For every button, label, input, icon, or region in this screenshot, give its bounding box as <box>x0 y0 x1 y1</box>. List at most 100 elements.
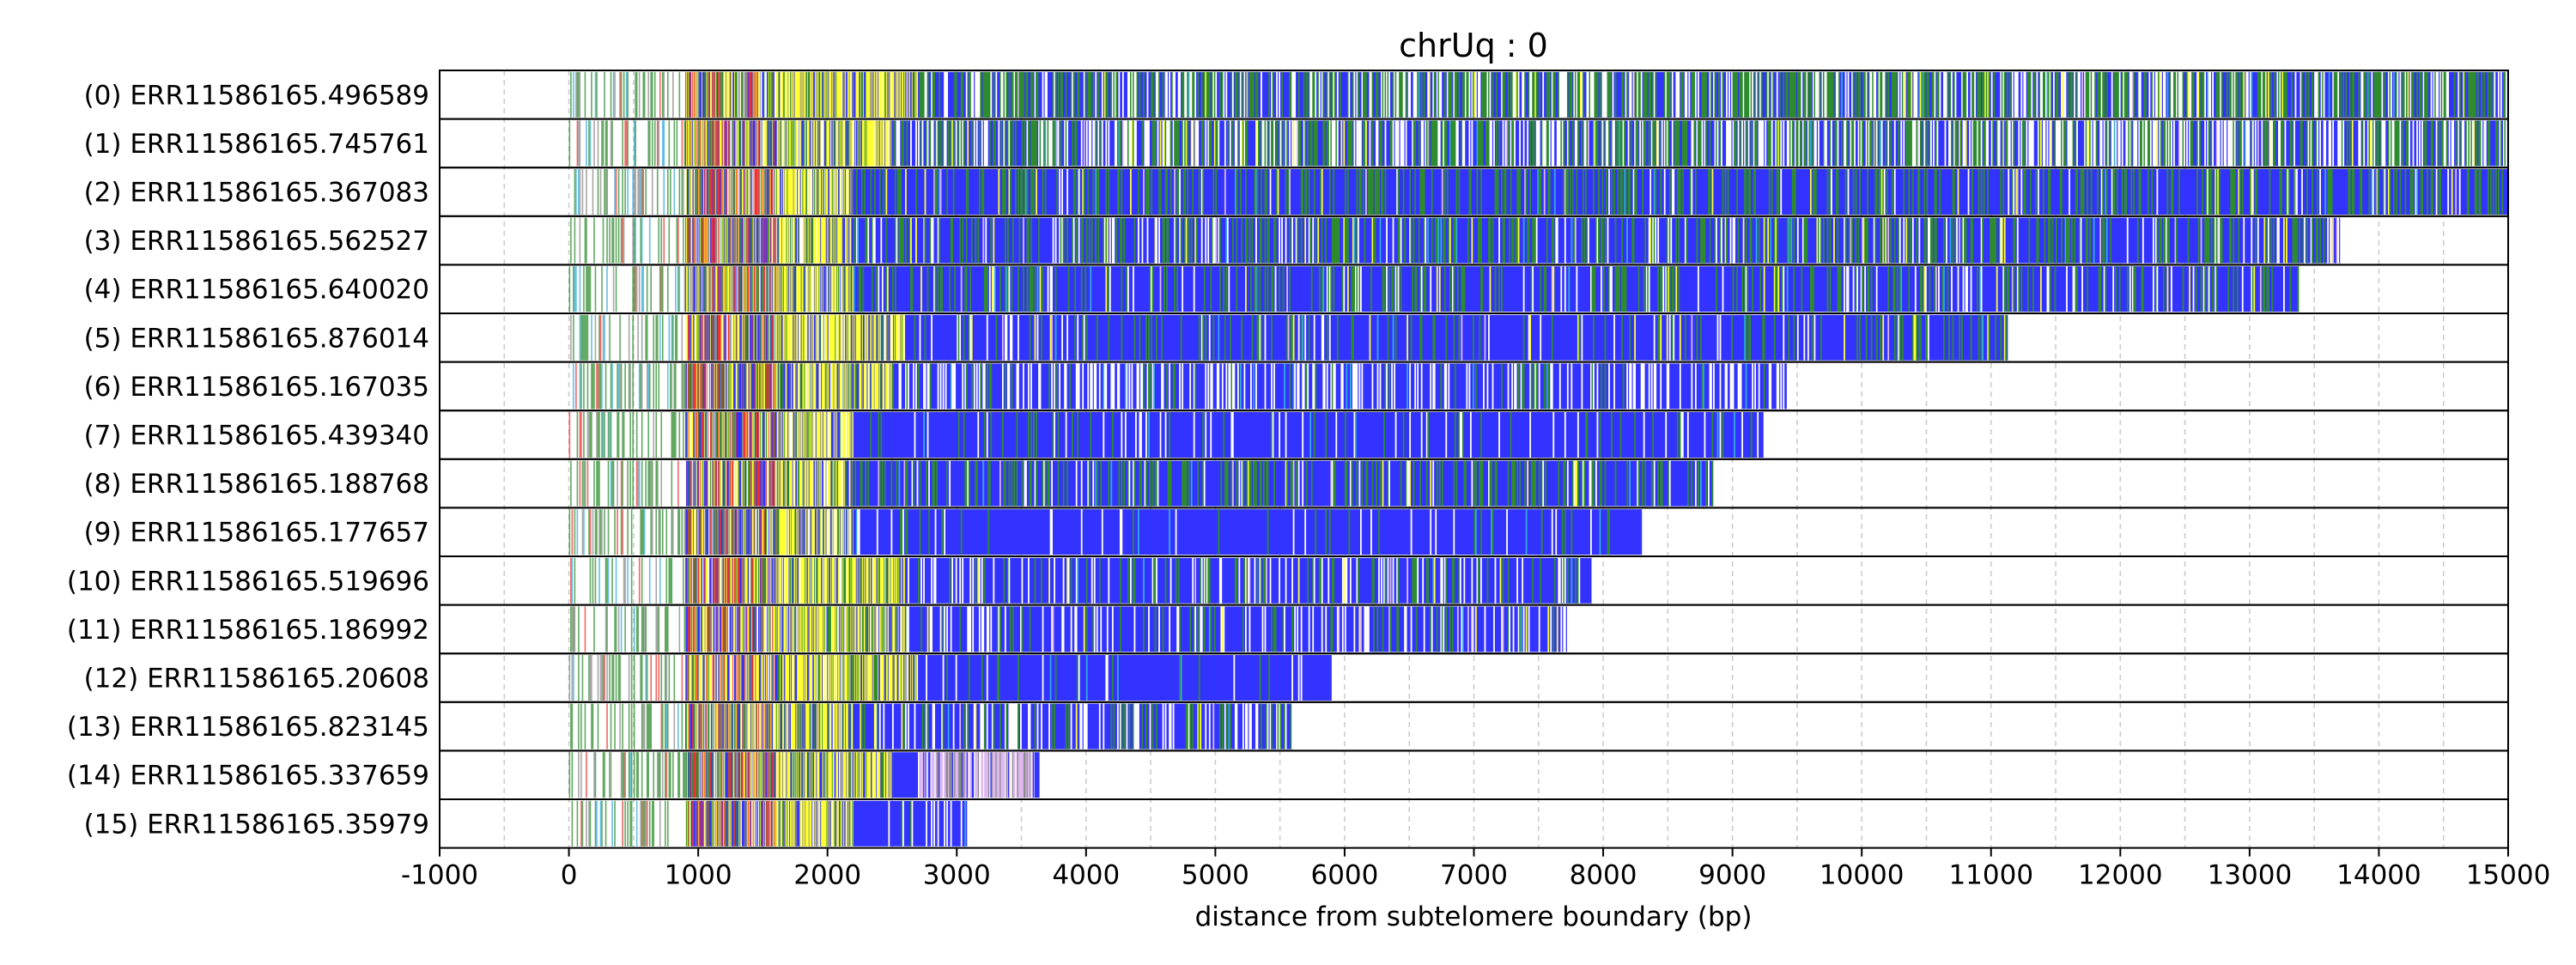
repeat-mark <box>1542 72 1544 118</box>
repeat-mark <box>1240 169 1242 215</box>
repeat-mark <box>583 266 585 312</box>
repeat-mark <box>2421 72 2422 118</box>
repeat-mark <box>1261 169 1262 215</box>
repeat-mark <box>2312 120 2313 166</box>
repeat-mark <box>604 169 605 215</box>
repeat-mark <box>1439 120 1441 166</box>
repeat-mark <box>2030 169 2032 215</box>
repeat-mark <box>2463 120 2464 166</box>
repeat-mark <box>1859 169 1861 215</box>
repeat-mark <box>1576 266 1577 312</box>
repeat-mark <box>1225 72 1227 118</box>
repeat-mark <box>2221 218 2223 264</box>
repeat-mark <box>1257 266 1259 312</box>
repeat-mark <box>2212 120 2214 166</box>
repeat-mark <box>658 363 659 409</box>
repeat-mark <box>1289 120 1291 166</box>
repeat-mark <box>1348 72 1350 118</box>
repeat-mark <box>616 266 617 312</box>
repeat-mark <box>1455 218 1457 264</box>
repeat-mark <box>627 120 629 166</box>
repeat-mark <box>605 120 607 166</box>
repeat-mark <box>987 120 988 166</box>
repeat-mark <box>682 363 683 409</box>
repeat-mark <box>1797 218 1799 264</box>
repeat-mark <box>1655 218 1656 264</box>
repeat-mark <box>1866 315 1868 361</box>
repeat-mark <box>652 169 653 215</box>
repeat-mark <box>2234 120 2236 166</box>
repeat-mark <box>2061 218 2063 264</box>
repeat-mark <box>1761 72 1763 118</box>
repeat-mark <box>1805 120 1807 166</box>
repeat-mark <box>922 120 924 166</box>
repeat-mark <box>1746 218 1747 264</box>
repeat-mark <box>1113 218 1115 264</box>
repeat-mark <box>1920 315 1922 361</box>
repeat-mark <box>2447 72 2449 118</box>
repeat-mark <box>2393 169 2395 215</box>
repeat-mark <box>2081 266 2083 312</box>
repeat-mark <box>635 169 636 215</box>
repeat-mark <box>1951 72 1953 118</box>
repeat-mark <box>1554 72 1556 118</box>
repeat-mark <box>645 169 647 215</box>
repeat-mark <box>2150 120 2152 166</box>
repeat-mark <box>2176 218 2178 264</box>
repeat-mark <box>1400 218 1402 264</box>
repeat-mark <box>654 120 656 166</box>
repeat-mark <box>570 315 572 361</box>
repeat-mark <box>2477 72 2479 118</box>
repeat-mark <box>1372 169 1374 215</box>
repeat-mark <box>1035 315 1036 361</box>
repeat-mark <box>1738 120 1740 166</box>
repeat-mark <box>641 315 643 361</box>
repeat-mark <box>1247 218 1249 264</box>
repeat-mark <box>578 169 580 215</box>
repeat-mark <box>2111 72 2113 118</box>
repeat-mark <box>1726 72 1728 118</box>
repeat-mark <box>1838 218 1839 264</box>
repeat-mark <box>1115 218 1117 264</box>
repeat-mark <box>2035 169 2037 215</box>
repeat-mark <box>1955 72 1957 118</box>
repeat-mark <box>1081 120 1083 166</box>
repeat-mark <box>1329 169 1331 215</box>
repeat-mark <box>598 315 600 361</box>
repeat-mark <box>1419 72 1420 118</box>
repeat-mark <box>1721 120 1722 166</box>
repeat-mark <box>2156 266 2158 312</box>
repeat-mark <box>2391 72 2392 118</box>
repeat-mark <box>1844 266 1845 312</box>
repeat-mark <box>593 363 595 409</box>
repeat-mark <box>1365 169 1367 215</box>
repeat-mark <box>2360 169 2362 215</box>
repeat-mark <box>1302 169 1303 215</box>
repeat-mark <box>1386 218 1388 264</box>
repeat-mark <box>1945 120 1947 166</box>
repeat-mark <box>1978 169 1980 215</box>
repeat-mark <box>1265 218 1267 264</box>
repeat-mark <box>641 218 643 264</box>
repeat-mark <box>1578 315 1580 361</box>
repeat-mark <box>971 315 973 361</box>
repeat-mark <box>1230 120 1231 166</box>
repeat-mark <box>663 169 665 215</box>
repeat-mark <box>2106 169 2108 215</box>
repeat-mark <box>1027 72 1029 118</box>
repeat-mark <box>1018 315 1019 361</box>
repeat-mark <box>1815 169 1817 215</box>
repeat-mark <box>1076 218 1078 264</box>
repeat-mark <box>1657 218 1659 264</box>
repeat-mark <box>1046 72 1048 118</box>
repeat-mark <box>1874 72 1876 118</box>
repeat-mark <box>2199 72 2201 118</box>
repeat-mark <box>1118 169 1120 215</box>
repeat-mark <box>1818 120 1820 166</box>
repeat-mark <box>1951 266 1953 312</box>
repeat-mark <box>1900 120 1902 166</box>
repeat-mark <box>1953 218 1954 264</box>
repeat-mark <box>580 315 581 361</box>
repeat-mark <box>1899 315 1901 361</box>
repeat-mark <box>671 363 673 409</box>
